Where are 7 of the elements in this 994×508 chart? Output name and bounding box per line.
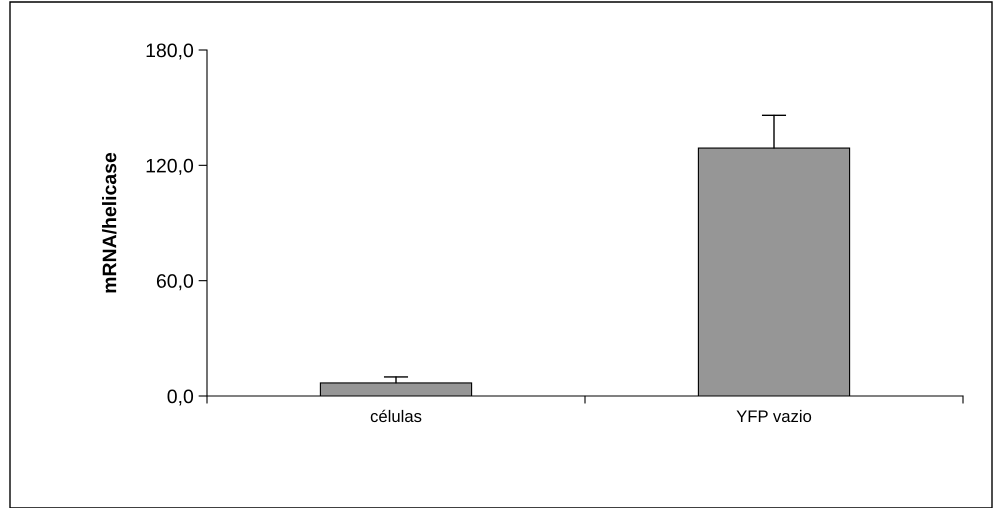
x-tick-label: células [370, 410, 422, 422]
y-tick-label: 0,0 [168, 389, 194, 406]
y-tick-label: 60,0 [156, 274, 194, 290]
y-tick-label: 120,0 [146, 158, 194, 175]
x-tick-label: YFP vazio [736, 410, 812, 422]
y-axis-title: mRNA/helicase [102, 152, 117, 292]
y-tick-label: 180,0 [146, 43, 194, 60]
